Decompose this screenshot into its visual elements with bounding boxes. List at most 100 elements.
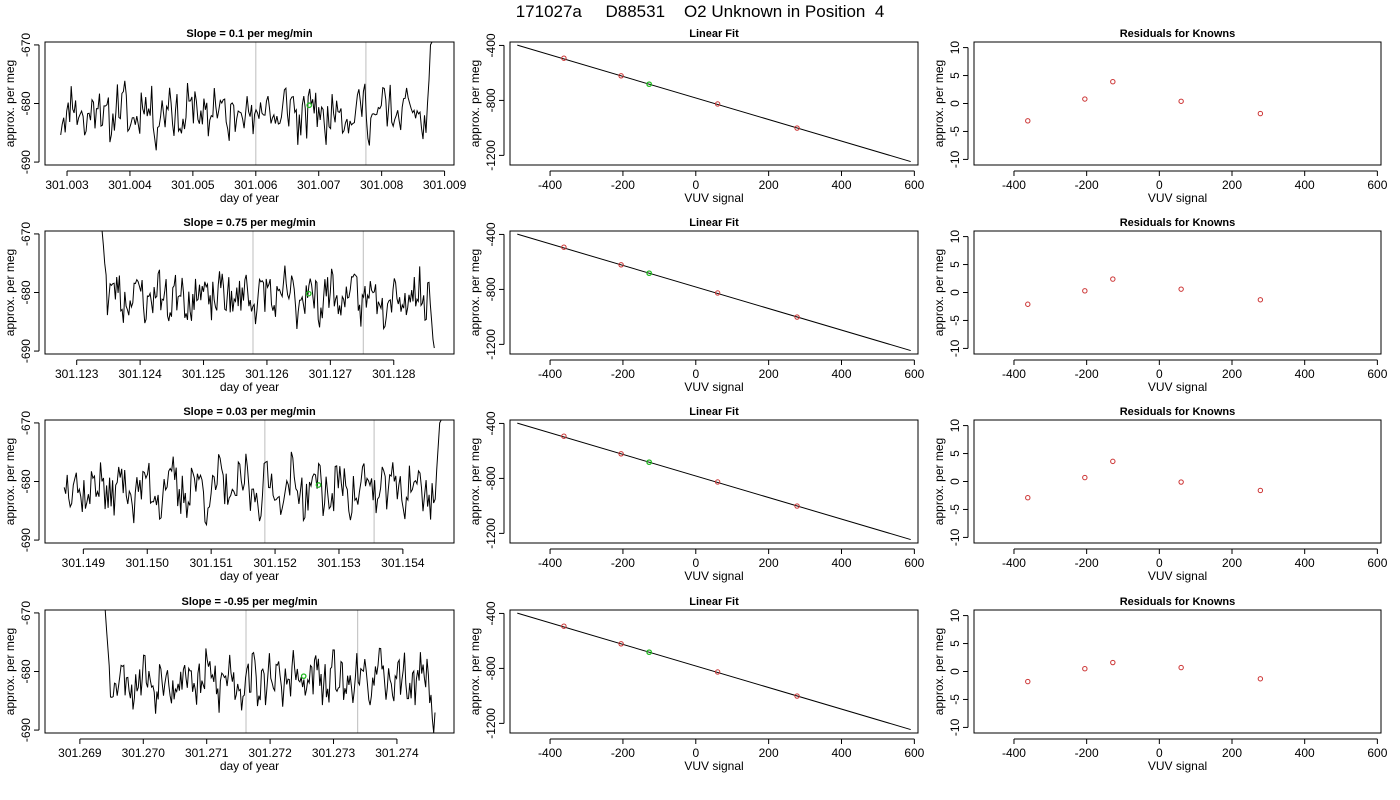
x-tick-label: 301.005 <box>171 178 215 192</box>
plot-frame <box>44 41 455 166</box>
x-tick-label: 400 <box>831 556 851 570</box>
data-trace <box>60 41 433 151</box>
known-point <box>714 479 721 485</box>
y-tick-label: -10 <box>948 339 962 357</box>
page-title: 171027a D88531 O2 Unknown in Position 4 <box>515 2 885 21</box>
x-tick-label: 0 <box>1156 178 1163 192</box>
y-tick-label: -670 <box>19 33 33 57</box>
plot-frame <box>973 230 1382 355</box>
data-trace <box>101 230 435 349</box>
x-tick-label: -200 <box>1075 367 1099 381</box>
y-axis-label: approx. per meg <box>3 628 17 715</box>
x-tick-label: 600 <box>904 746 924 760</box>
x-tick-label: -200 <box>1075 178 1099 192</box>
unknown-point <box>315 482 322 488</box>
x-tick-label: -200 <box>1075 746 1099 760</box>
residual-point <box>1110 78 1116 85</box>
y-tick-label: -680 <box>19 280 33 304</box>
panel-title: Slope = -0.95 per meg/min <box>181 596 317 608</box>
y-tick-label: 5 <box>948 640 962 647</box>
y-tick-label: -5 <box>948 504 962 515</box>
panel-4: Slope = -0.95 per meg/min 301.269 301.270 3… <box>3 596 455 773</box>
residual-point <box>1178 479 1184 485</box>
panel-title: Residuals for Knowns <box>1120 217 1236 229</box>
residual-point <box>1082 288 1088 294</box>
unknown-point <box>646 649 653 656</box>
x-axis-label: day of year <box>220 380 279 394</box>
x-tick-label: 301.126 <box>245 367 289 381</box>
plot-frame <box>509 41 919 166</box>
panel-7: Linear Fit -400 -200 0 200 400 600 VUV signal -4… <box>468 406 925 583</box>
x-tick-label: 200 <box>759 367 779 381</box>
x-tick-label: 301.007 <box>297 178 341 192</box>
y-tick-label: 10 <box>948 609 962 623</box>
x-tick-label: 301.123 <box>55 367 99 381</box>
x-axis-label: VUV signal <box>1148 380 1207 394</box>
x-axis-label: VUV signal <box>684 569 743 583</box>
panel-11: Residuals for Knowns -400 -200 0 200 400 600 VU… <box>932 406 1388 583</box>
residual-point <box>1025 301 1031 307</box>
y-tick-label: -800 <box>484 277 498 301</box>
known-point <box>714 101 721 107</box>
x-tick-label: 200 <box>759 746 779 760</box>
x-axis-label: VUV signal <box>1148 569 1207 583</box>
x-tick-label: 301.150 <box>126 556 170 570</box>
x-tick-label: 600 <box>1367 746 1387 760</box>
x-tick-label: -400 <box>1002 178 1026 192</box>
x-tick-label: 600 <box>904 178 924 192</box>
x-tick-label: 301.128 <box>372 367 416 381</box>
panel-title: Linear Fit <box>689 406 739 418</box>
panel-5: Linear Fit -400 -200 0 200 400 600 VUV signal -4… <box>468 28 925 205</box>
x-tick-label: 301.009 <box>423 178 467 192</box>
known-point <box>714 669 721 675</box>
x-axis-label: VUV signal <box>1148 191 1207 205</box>
known-point <box>618 262 624 268</box>
y-tick-label: -690 <box>19 339 33 363</box>
x-tick-label: 600 <box>1367 178 1387 192</box>
residual-point <box>1082 96 1088 102</box>
x-tick-label: 301.004 <box>108 178 152 192</box>
residual-point <box>1082 666 1088 672</box>
x-tick-label: 200 <box>1222 746 1242 760</box>
panel-title: Linear Fit <box>689 596 739 608</box>
residual-point <box>1257 110 1264 117</box>
residual-point <box>1025 118 1031 124</box>
plot-frame <box>509 230 919 355</box>
x-tick-label: 200 <box>759 556 779 570</box>
y-tick-label: -800 <box>484 656 498 680</box>
x-axis-label: VUV signal <box>684 191 743 205</box>
x-tick-label: 0 <box>1156 556 1163 570</box>
panel-1: Slope = 0.1 per meg/min 301.003 301.004 301… <box>3 28 467 205</box>
y-tick-label: 0 <box>948 289 962 296</box>
x-tick-label: 301.272 <box>248 746 292 760</box>
y-tick-label: 10 <box>948 41 962 55</box>
y-tick-label: -670 <box>19 222 33 246</box>
y-axis-label: approx. per meg <box>932 60 946 147</box>
panel-9: Residuals for Knowns -400 -200 0 200 400 600 VU… <box>932 28 1388 205</box>
x-tick-label: 0 <box>692 746 699 760</box>
y-axis-label: approx. per meg <box>3 60 17 147</box>
x-tick-label: -400 <box>538 746 562 760</box>
y-tick-label: 5 <box>948 261 962 268</box>
y-tick-label: -400 <box>484 601 498 625</box>
unknown-point <box>300 673 307 680</box>
x-tick-label: 301.125 <box>182 367 226 381</box>
x-tick-label: -200 <box>611 556 635 570</box>
x-tick-label: 400 <box>1295 367 1315 381</box>
known-point <box>561 433 567 439</box>
x-tick-label: 301.152 <box>253 556 297 570</box>
x-tick-label: 301.274 <box>375 746 419 760</box>
y-tick-label: -800 <box>484 88 498 112</box>
x-tick-label: -400 <box>538 367 562 381</box>
x-tick-label: -200 <box>611 367 635 381</box>
y-tick-label: -400 <box>484 222 498 246</box>
x-tick-label: -400 <box>1002 367 1026 381</box>
residual-point <box>1257 487 1264 494</box>
plot-frame <box>44 609 455 734</box>
x-tick-label: -200 <box>1075 556 1099 570</box>
y-tick-label: -1200 <box>484 329 498 360</box>
panel-title: Slope = 0.1 per meg/min <box>186 28 313 40</box>
x-axis-label: VUV signal <box>684 380 743 394</box>
y-tick-label: -400 <box>484 411 498 435</box>
x-tick-label: 301.273 <box>312 746 356 760</box>
